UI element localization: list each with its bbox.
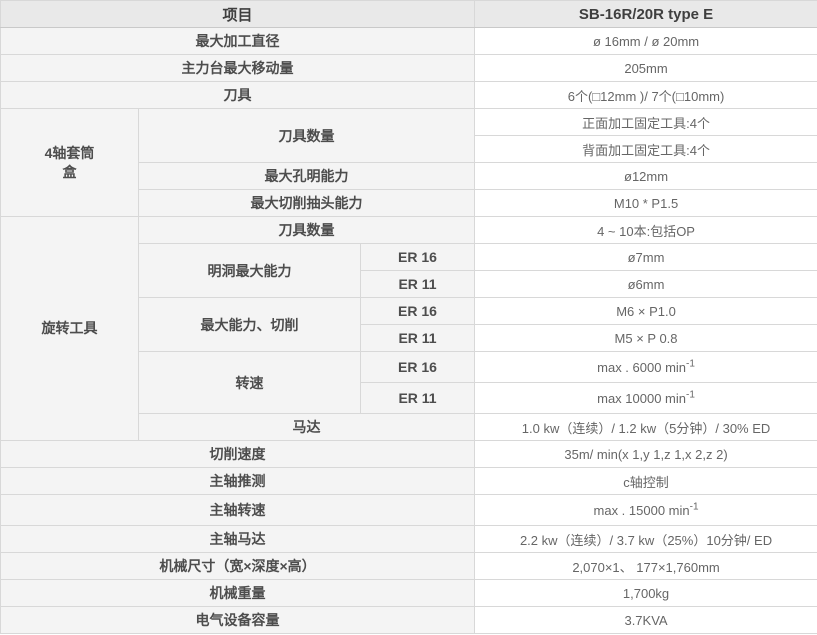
spec-value: max . 15000 min-1	[474, 494, 817, 526]
spec-label: 最大孔明能力	[137, 162, 476, 190]
spec-value: 205mm	[474, 54, 817, 82]
spec-value: M10 * P1.5	[474, 189, 817, 217]
table-row: 刀具 6个(□12mm )/ 7个(□10mm)	[0, 81, 817, 109]
spec-value: 正面加工固定工具:4个	[474, 108, 817, 136]
superscript: -1	[686, 389, 695, 401]
spec-label: 电气设备容量	[0, 606, 476, 634]
spec-value: 6个(□12mm )/ 7个(□10mm)	[474, 81, 817, 109]
header-row: 项目 SB-16R/20R type E	[0, 0, 817, 28]
spec-value: 35m/ min(x 1,y 1,z 1,x 2,z 2)	[474, 440, 817, 468]
spec-value: ø7mm	[474, 243, 817, 271]
header-model-cell: SB-16R/20R type E	[474, 0, 817, 28]
spec-label: 最大能力、切削	[138, 297, 361, 352]
table-row: 马达 1.0 kw（连续）/ 1.2 kw（5分钟）/ 30% ED	[1, 413, 817, 441]
spec-label: 主轴推测	[0, 467, 476, 495]
spec-label: 主轴马达	[0, 525, 476, 553]
header-item-cell: 项目	[0, 0, 476, 28]
spec-value: 2,070×1、 177×1,760mm	[474, 552, 817, 580]
table-row: 电气设备容量 3.7KVA	[0, 606, 817, 634]
spec-label: 刀具数量	[137, 216, 476, 244]
section-title-line: 盒	[62, 163, 77, 180]
table-row: 切削速度 35m/ min(x 1,y 1,z 1,x 2,z 2)	[0, 440, 817, 468]
table-row: 旋转工具 刀具数量 4 ~ 10本:包括OP	[0, 216, 817, 441]
table-row: 4轴套筒 盒 刀具数量 正面加工固定工具:4个	[0, 108, 817, 217]
table-row: 主轴转速 max . 15000 min-1	[0, 494, 817, 526]
spec-value: 4 ~ 10本:包括OP	[474, 216, 817, 244]
er-size-label: ER 16	[359, 351, 476, 383]
section-title-line: 4轴套筒	[44, 144, 95, 161]
table-row: 最大加工直径 ø 16mm / ø 20mm	[0, 27, 817, 55]
table-row: 最大能力、切削 ER 16 M6 × P1.0	[1, 297, 817, 352]
spec-value: 1,700kg	[474, 579, 817, 607]
spec-label: 刀具数量	[137, 108, 476, 163]
table-row: 主力台最大移动量 205mm	[0, 54, 817, 82]
table-row: 机械尺寸（宽×深度×高） 2,070×1、 177×1,760mm	[0, 552, 817, 580]
table-row: 主轴推测 c轴控制	[0, 467, 817, 495]
table-row: ER 11 ø6mm	[1, 270, 817, 298]
spec-label: 机械重量	[0, 579, 476, 607]
spec-label: 最大切削抽头能力	[137, 189, 476, 217]
spec-label: 明洞最大能力	[138, 243, 361, 298]
spec-value: M5 × P 0.8	[474, 324, 817, 352]
spec-label: 转速	[138, 351, 361, 414]
er-size-label: ER 16	[359, 297, 476, 325]
table-row: 转速 ER 16 max . 6000 min-1	[1, 351, 817, 414]
table-row: 主轴马达 2.2 kw（连续）/ 3.7 kw（25%）10分钟/ ED	[0, 525, 817, 553]
spec-label: 切削速度	[0, 440, 476, 468]
er-size-label: ER 11	[359, 324, 476, 352]
spec-label: 刀具	[0, 81, 476, 109]
table-row: 最大切削抽头能力 M10 * P1.5	[1, 189, 817, 217]
spec-value-text: max 10000 min	[597, 390, 687, 406]
spec-value: 背面加工固定工具:4个	[474, 135, 817, 163]
spec-value: max 10000 min-1	[474, 382, 817, 414]
spec-value-text: max . 15000 min	[593, 502, 690, 518]
spec-label: 马达	[137, 413, 476, 441]
section-title-sleeve: 4轴套筒 盒	[0, 108, 139, 217]
er-size-label: ER 11	[359, 382, 476, 414]
spec-value: ø6mm	[474, 270, 817, 298]
table-row: 机械重量 1,700kg	[0, 579, 817, 607]
spec-label: 主轴转速	[0, 494, 476, 526]
spec-value: c轴控制	[474, 467, 817, 495]
table-row: ER 11 max 10000 min-1	[1, 382, 817, 414]
spec-value-text: max . 6000 min	[597, 359, 687, 375]
table-row: ER 11 M5 × P 0.8	[1, 324, 817, 352]
spec-value: max . 6000 min-1	[474, 351, 817, 383]
section-title-rotary: 旋转工具	[0, 216, 139, 441]
table-row: 背面加工固定工具:4个	[1, 135, 817, 163]
spec-value: 3.7KVA	[474, 606, 817, 634]
table-row: 明洞最大能力 ER 16 ø7mm	[1, 243, 817, 298]
spec-value: 2.2 kw（连续）/ 3.7 kw（25%）10分钟/ ED	[474, 525, 817, 553]
er-size-label: ER 16	[359, 243, 476, 271]
superscript: -1	[686, 358, 695, 370]
spec-label: 机械尺寸（宽×深度×高）	[0, 552, 476, 580]
spec-value: ø 16mm / ø 20mm	[474, 27, 817, 55]
er-size-label: ER 11	[359, 270, 476, 298]
superscript: -1	[689, 501, 699, 513]
spec-label: 主力台最大移动量	[0, 54, 476, 82]
spec-value: M6 × P1.0	[474, 297, 817, 325]
spec-value: 1.0 kw（连续）/ 1.2 kw（5分钟）/ 30% ED	[474, 413, 817, 441]
spec-value: ø12mm	[474, 162, 817, 190]
spec-label: 最大加工直径	[0, 27, 476, 55]
